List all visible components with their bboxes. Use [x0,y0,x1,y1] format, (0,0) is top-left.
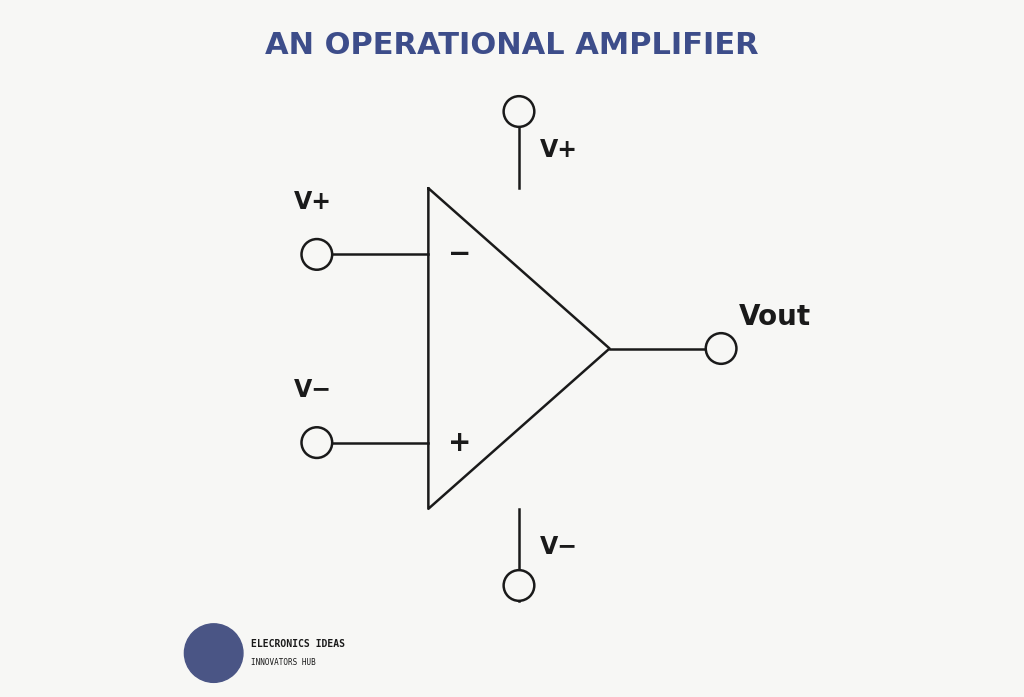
Text: Vout: Vout [738,303,811,331]
Text: ELECRONICS IDEAS: ELECRONICS IDEAS [251,639,345,649]
Circle shape [706,333,736,364]
Circle shape [504,570,535,601]
Text: INNOVATORS HUB: INNOVATORS HUB [251,658,315,666]
Text: V−: V− [294,378,333,402]
Text: AN OPERATIONAL AMPLIFIER: AN OPERATIONAL AMPLIFIER [265,31,759,60]
Circle shape [301,427,332,458]
Text: +: + [449,429,471,457]
Text: −: − [449,240,471,268]
Circle shape [184,624,243,682]
Circle shape [301,239,332,270]
Circle shape [504,96,535,127]
Text: V−: V− [540,535,578,559]
Text: V+: V+ [540,138,578,162]
Text: V+: V+ [294,190,333,214]
